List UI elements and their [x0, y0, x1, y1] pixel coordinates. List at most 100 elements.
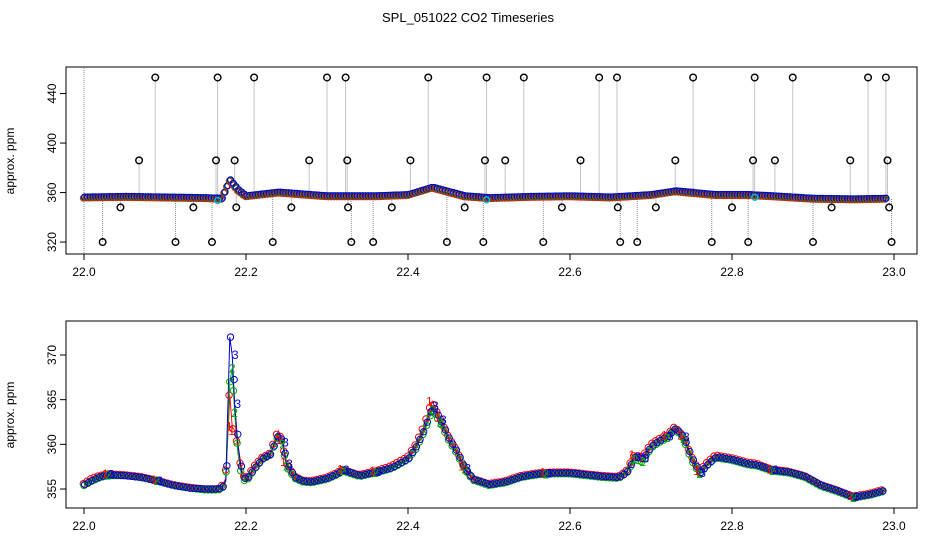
series-3-point: [445, 434, 453, 442]
series-3-point: [168, 481, 176, 489]
series-1-point: [407, 446, 416, 455]
outlier-point: [501, 156, 510, 165]
outlier-point: [519, 73, 528, 82]
series-3-point: [861, 491, 869, 499]
outlier-point: [480, 156, 489, 165]
series-3-point: [409, 448, 417, 457]
series-3-point: [186, 484, 195, 492]
series-point: [213, 196, 222, 205]
outlier-point: [268, 238, 277, 247]
series-3-point: [769, 466, 778, 474]
series-3-point: [88, 476, 96, 485]
series-3-point: [868, 490, 876, 498]
series-3-glyph: 3: [634, 450, 641, 464]
series-3-point: [810, 477, 818, 485]
series-3-point: [481, 479, 490, 487]
series-3-point: [117, 471, 125, 480]
bottom-y-axis: 355 360 365 370: [45, 345, 67, 499]
series-2-glyph: 2: [231, 406, 238, 420]
series-3-glyph: 3: [432, 399, 439, 413]
series-3-point: [820, 482, 829, 491]
series-3-point: [718, 454, 727, 462]
series-3-point: [190, 484, 198, 493]
x-tick-label: 23.0: [882, 265, 906, 279]
series-3-point: [99, 472, 107, 480]
series-1-point: [429, 400, 437, 409]
series-3-point: [587, 471, 596, 479]
outlier-point: [595, 73, 604, 82]
series-3-point: [124, 472, 133, 480]
series-3-point: [350, 470, 359, 478]
series-2-point: [229, 387, 238, 395]
series-3-point: [336, 468, 344, 477]
series-2-point: [459, 462, 467, 470]
series-3-point: [864, 490, 873, 499]
series-point: [882, 194, 890, 202]
outlier-point: [557, 203, 566, 212]
series-3-point: [328, 472, 337, 480]
series-2-point: [237, 467, 245, 475]
series-1-glyph: 1: [369, 464, 376, 478]
series-3-point: [839, 488, 847, 497]
outlier-point: [749, 156, 758, 165]
outlier-point: [424, 73, 433, 82]
series-3-point: [106, 471, 114, 479]
series-3-point: [223, 462, 231, 470]
series-3-point: [438, 418, 446, 426]
outlier-point: [369, 238, 378, 247]
outlier-point: [707, 238, 716, 247]
series-3-point: [296, 475, 304, 484]
series-3-glyph: 3: [699, 466, 706, 480]
series-3-point: [266, 450, 275, 459]
series-3-point: [518, 472, 526, 481]
series-3-point: [540, 469, 548, 478]
series-2-glyph: 2: [664, 431, 671, 445]
series-3-point: [642, 451, 650, 459]
outlier-point: [612, 73, 621, 82]
series-3-point: [208, 485, 216, 493]
series-1-glyph: 1: [628, 448, 635, 462]
series-3-point: [354, 471, 362, 479]
y-tick-label: 400: [45, 133, 59, 153]
series-3-glyph: 3: [343, 463, 350, 477]
series-3-point: [722, 454, 730, 463]
series-3-point: [150, 476, 158, 484]
x-tick-label: 22.6: [558, 265, 582, 279]
series-3-point: [478, 478, 486, 486]
y-tick-label: 440: [45, 83, 59, 103]
series-2-glyph: 2: [154, 474, 161, 488]
outlier-point: [207, 238, 216, 247]
series-2-point: [514, 474, 522, 483]
series-2-glyph: 2: [461, 462, 468, 476]
outlier-point: [98, 238, 107, 247]
series-3-point: [784, 468, 792, 476]
series-3-point: [412, 443, 421, 451]
series-3-point: [193, 484, 202, 493]
series-3-point: [361, 470, 370, 479]
series-3-point: [511, 475, 519, 483]
series-3-glyph: 3: [286, 457, 293, 471]
series-3-glyph: 3: [683, 430, 690, 444]
top-y-axis-label: approx. ppm: [3, 128, 17, 195]
series-3-point: [762, 464, 771, 472]
series-3-point: [726, 455, 734, 463]
x-tick-label: 22.2: [234, 265, 258, 279]
series-3-point: [871, 489, 880, 497]
series-3-point: [573, 469, 581, 478]
outlier-point: [212, 156, 221, 165]
outlier-point: [809, 238, 818, 247]
x-tick-label: 22.2: [234, 519, 258, 533]
series-2-point: [422, 421, 431, 430]
outlier-point: [135, 156, 144, 165]
outlier-point: [883, 156, 892, 165]
outlier-point: [232, 203, 241, 212]
series-3-point: [212, 485, 220, 493]
series-3-point: [175, 482, 184, 491]
series-3-point: [460, 461, 468, 469]
series-3-point: [562, 469, 570, 477]
series-3-point: [288, 468, 297, 477]
series-2-glyph: 2: [283, 460, 290, 474]
x-tick-label: 22.4: [396, 519, 420, 533]
series-3-point: [682, 438, 690, 447]
series-3-point: [689, 456, 698, 464]
